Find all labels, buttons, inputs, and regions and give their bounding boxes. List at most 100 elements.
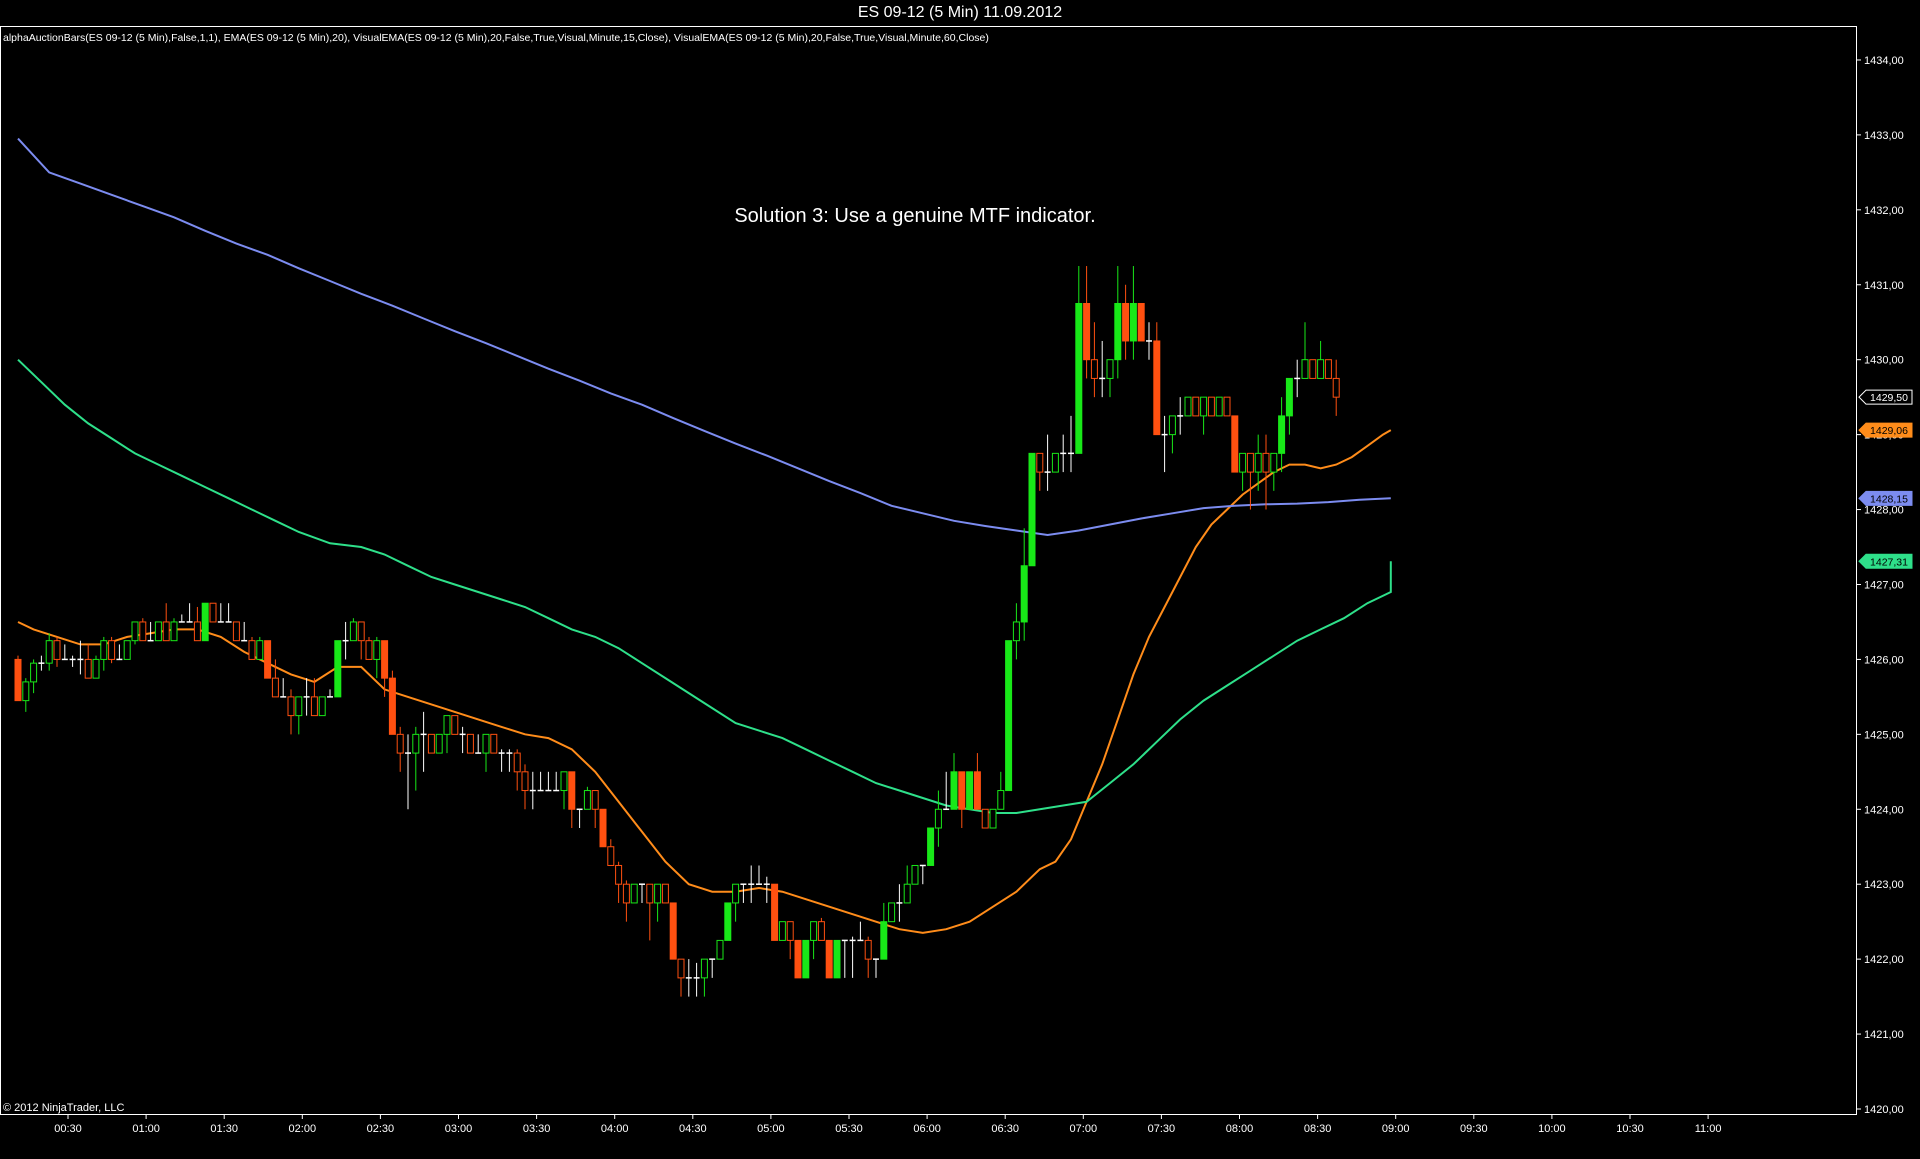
up-candle bbox=[201, 602, 209, 642]
window-title: ES 09-12 (5 Min) 11.09.2012 bbox=[857, 4, 1063, 21]
up-candle bbox=[888, 902, 896, 923]
up-candle bbox=[654, 883, 662, 922]
down-candle bbox=[1324, 359, 1332, 379]
down-candle bbox=[396, 726, 404, 772]
price-marker-label: 1428,15 bbox=[1870, 493, 1908, 505]
candle-body bbox=[778, 921, 786, 941]
down-candle bbox=[1192, 396, 1200, 417]
candle-body bbox=[318, 696, 326, 717]
price-marker-box bbox=[1858, 490, 1913, 506]
candle-body bbox=[1207, 396, 1215, 417]
candle-body bbox=[45, 640, 53, 664]
up-candle bbox=[295, 696, 303, 735]
up-candle bbox=[30, 659, 38, 694]
candle-body bbox=[1270, 452, 1278, 473]
candle-body bbox=[1301, 359, 1309, 379]
candle-body bbox=[1215, 396, 1223, 417]
candle-body bbox=[661, 883, 669, 904]
up-candle bbox=[1317, 340, 1325, 379]
candle-body bbox=[295, 696, 303, 717]
candle-body bbox=[154, 621, 162, 642]
neutral-candle bbox=[943, 771, 950, 811]
candle-body bbox=[1137, 302, 1145, 342]
up-candle bbox=[443, 715, 451, 754]
candle-body bbox=[1231, 415, 1239, 473]
candle-body bbox=[1324, 359, 1332, 379]
candle-body bbox=[1239, 452, 1247, 473]
up-candle bbox=[1020, 528, 1028, 641]
neutral-candle bbox=[405, 734, 411, 810]
y-tick-label: 1434,00 bbox=[1864, 55, 1904, 67]
neutral-candle bbox=[38, 655, 45, 671]
up-candle bbox=[1278, 397, 1286, 473]
x-tick-label: 08:00 bbox=[1226, 1123, 1254, 1135]
candle-body bbox=[287, 696, 295, 717]
candle-body bbox=[864, 939, 872, 960]
up-candle bbox=[810, 921, 818, 960]
candle-body bbox=[193, 621, 201, 642]
candle-body bbox=[716, 939, 724, 960]
candle-body bbox=[630, 883, 638, 904]
up-candle bbox=[911, 864, 919, 885]
x-tick-label: 08:30 bbox=[1304, 1123, 1332, 1135]
candle-body bbox=[521, 771, 529, 792]
up-candle bbox=[1184, 396, 1192, 417]
down-candle bbox=[568, 771, 576, 829]
down-candle bbox=[1332, 359, 1340, 416]
up-candle bbox=[1254, 434, 1262, 491]
candle-body bbox=[349, 621, 357, 642]
candle-body bbox=[927, 827, 935, 866]
down-candle bbox=[1036, 452, 1044, 491]
ema-60min-marker: 1428,15 bbox=[1858, 490, 1913, 506]
candle-body bbox=[1005, 640, 1013, 792]
candle-body bbox=[786, 921, 794, 941]
candle-body bbox=[989, 808, 997, 829]
candle-body bbox=[1278, 415, 1286, 454]
candle-body bbox=[622, 883, 630, 904]
up-candle bbox=[334, 640, 342, 698]
neutral-candle bbox=[576, 808, 583, 829]
y-tick-label: 1430,00 bbox=[1864, 355, 1904, 367]
down-candle bbox=[287, 689, 295, 735]
candle-body bbox=[1036, 452, 1044, 473]
x-tick-label: 07:00 bbox=[1070, 1123, 1098, 1135]
y-tick-label: 1421,00 bbox=[1864, 1029, 1904, 1041]
up-candle bbox=[1051, 452, 1059, 473]
neutral-candle bbox=[327, 689, 333, 698]
up-candle bbox=[1012, 603, 1020, 660]
up-candle bbox=[100, 636, 108, 671]
candle-body bbox=[560, 771, 568, 792]
neutral-candle bbox=[841, 939, 848, 978]
candle-body bbox=[677, 958, 685, 979]
down-candle bbox=[193, 606, 201, 642]
candle-body bbox=[732, 883, 740, 904]
up-candle bbox=[154, 621, 162, 642]
candle-body bbox=[1223, 396, 1231, 417]
down-candle bbox=[1137, 302, 1145, 342]
candle-body bbox=[357, 621, 365, 642]
y-tick-label: 1431,00 bbox=[1864, 280, 1904, 292]
candle-body bbox=[817, 921, 825, 941]
up-candle bbox=[560, 771, 568, 810]
neutral-candle bbox=[685, 959, 692, 997]
up-candle bbox=[950, 753, 958, 810]
neutral-candle bbox=[545, 771, 552, 792]
neutral-candle bbox=[1044, 434, 1051, 491]
down-candle bbox=[521, 764, 529, 810]
y-axis: 1434,001433,001432,001431,001430,001429,… bbox=[1856, 55, 1904, 1116]
up-candle bbox=[1301, 322, 1309, 379]
candle-body bbox=[310, 696, 318, 717]
down-candle bbox=[981, 808, 989, 829]
candle-body bbox=[1184, 396, 1192, 417]
neutral-candle bbox=[763, 876, 770, 903]
down-candle bbox=[771, 883, 779, 941]
up-candle bbox=[732, 883, 740, 922]
down-candle bbox=[53, 636, 61, 667]
up-candle bbox=[1075, 266, 1083, 454]
ema-60min-line bbox=[17, 137, 1391, 537]
candle-body bbox=[513, 752, 521, 773]
down-candle bbox=[958, 771, 966, 829]
neutral-candle bbox=[241, 621, 248, 642]
